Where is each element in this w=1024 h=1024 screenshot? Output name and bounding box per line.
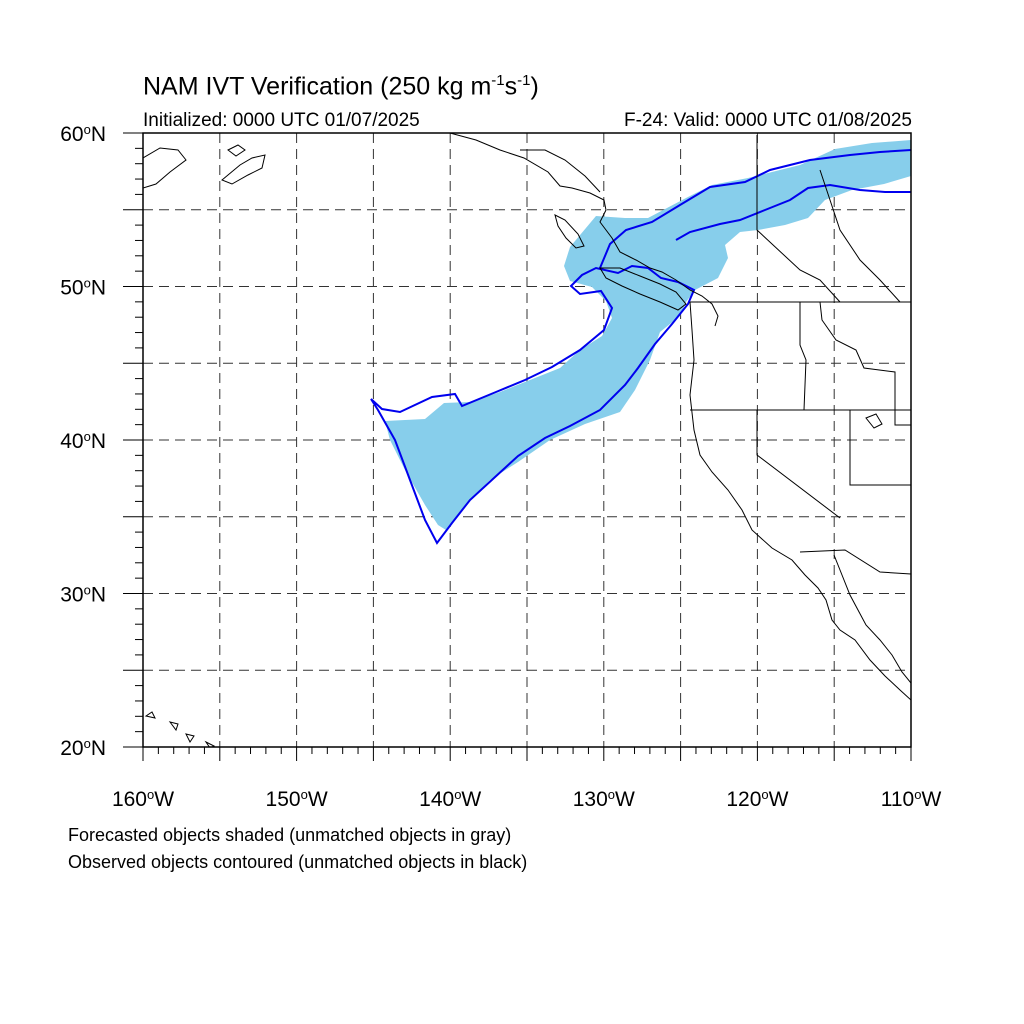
lat-label-40: 40oN <box>60 429 106 453</box>
valid-time: F-24: Valid: 0000 UTC 01/08/2025 <box>624 110 912 131</box>
observed-ivt-contour <box>370 264 696 545</box>
political-borders <box>690 135 911 575</box>
lon-label-160: 160oW <box>112 787 174 811</box>
lon-label-150: 150oW <box>266 787 328 811</box>
lon-label-140: 140oW <box>419 787 481 811</box>
axis-labels: 60oN 50oN 40oN 30oN 20oN 160oW 150oW 140oW 130oW… <box>60 122 941 811</box>
lon-label-130: 130oW <box>573 787 635 811</box>
lat-label-20: 20oN <box>60 736 106 760</box>
lon-label-110: 110oW <box>881 787 942 811</box>
footer-note-observed: Observed objects contoured (unmatched ob… <box>68 852 528 872</box>
initialized-time: Initialized: 0000 UTC 01/07/2025 <box>143 110 420 131</box>
observed-ivt-contour-northern-arm <box>599 149 911 269</box>
lat-label-60: 60oN <box>60 122 106 146</box>
map-title: NAM IVT Verification (250 kg m-1s-1) <box>143 72 539 101</box>
coastlines <box>143 133 911 747</box>
forecast-ivt-object <box>385 140 911 530</box>
lon-label-120: 120oW <box>726 787 788 811</box>
axis-ticks <box>123 132 912 761</box>
footer-note-forecast: Forecasted objects shaded (unmatched obj… <box>68 825 512 845</box>
lat-label-50: 50oN <box>60 276 106 300</box>
lat-label-30: 30oN <box>60 583 106 607</box>
